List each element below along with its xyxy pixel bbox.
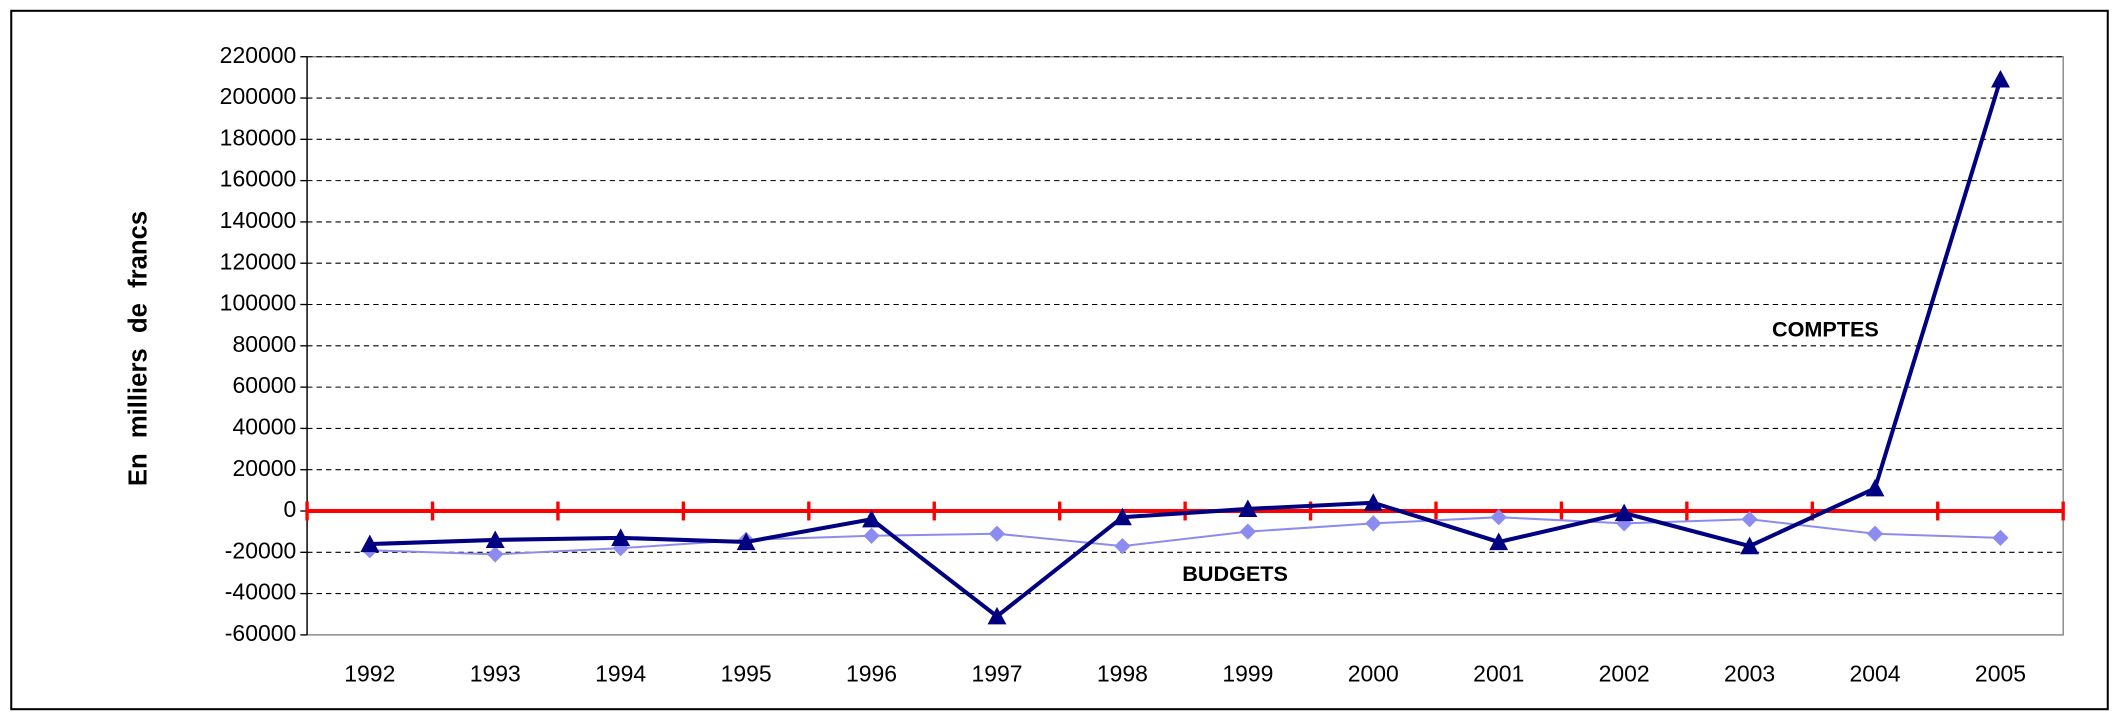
series-line: [369, 78, 2003, 619]
annotation: COMPTES: [1772, 317, 1879, 342]
y-tick-label: 140000: [220, 207, 297, 233]
point-marker: [1992, 529, 2009, 546]
x-tick-label: 2003: [1724, 660, 1775, 686]
point-marker: [1490, 509, 1507, 526]
x-tick-label: 1992: [344, 660, 395, 686]
y-tick-label: -20000: [225, 537, 296, 563]
point-marker: [1238, 499, 1258, 518]
x-tick-label: 1997: [971, 660, 1022, 686]
x-tick-label: 1996: [846, 660, 897, 686]
point-marker: [1489, 532, 1509, 551]
y-tick-label: 160000: [220, 166, 297, 192]
y-axis-label: En milliers de francs: [124, 211, 152, 486]
y-tick-label: 120000: [220, 248, 297, 274]
point-marker: [1614, 503, 1634, 522]
y-tick-label: -40000: [225, 579, 296, 605]
point-marker: [736, 532, 756, 551]
x-tick-label: 1995: [721, 660, 772, 686]
x-tick-label: 1998: [1097, 660, 1148, 686]
y-tick-label: 200000: [220, 83, 297, 109]
point-marker: [1112, 507, 1132, 526]
x-tick-label: 1993: [470, 660, 521, 686]
x-tick-label: 2001: [1473, 660, 1524, 686]
y-tick-label: 220000: [220, 42, 297, 68]
point-marker: [863, 527, 880, 544]
x-tick-label: 2000: [1348, 660, 1399, 686]
x-tick-label: 2005: [1975, 660, 2026, 686]
point-marker: [988, 525, 1006, 542]
y-tick-label: 60000: [232, 372, 296, 398]
point-marker: [1866, 525, 1884, 542]
y-tick-label: 80000: [232, 331, 296, 357]
point-marker: [1365, 515, 1382, 532]
x-tick-label: 1999: [1222, 660, 1273, 686]
x-tick-label: 2004: [1849, 660, 1900, 686]
y-tick-label: 0: [284, 496, 297, 522]
point-marker: [1740, 536, 1760, 555]
annotation: BUDGETS: [1182, 561, 1288, 586]
point-marker: [1616, 515, 1633, 532]
point-marker: [485, 530, 505, 549]
point-marker: [862, 509, 881, 528]
point-marker: [487, 546, 504, 563]
point-marker: [1865, 478, 1885, 497]
y-tick-label: 40000: [232, 413, 296, 439]
x-tick-label: 1994: [595, 660, 646, 686]
plot-area: [306, 56, 2064, 636]
point-marker: [360, 534, 380, 553]
x-tick-label: 2002: [1599, 660, 1650, 686]
y-tick-label: 20000: [232, 455, 296, 481]
point-marker: [1363, 493, 1383, 511]
point-marker: [1991, 69, 2010, 88]
y-tick-label: 100000: [220, 290, 297, 316]
point-marker: [987, 606, 1007, 625]
point-marker: [1114, 538, 1131, 555]
y-tick-label: 180000: [220, 124, 297, 150]
series-line: [369, 516, 2001, 556]
point-marker: [611, 528, 631, 546]
y-tick-label: -60000: [225, 620, 296, 646]
